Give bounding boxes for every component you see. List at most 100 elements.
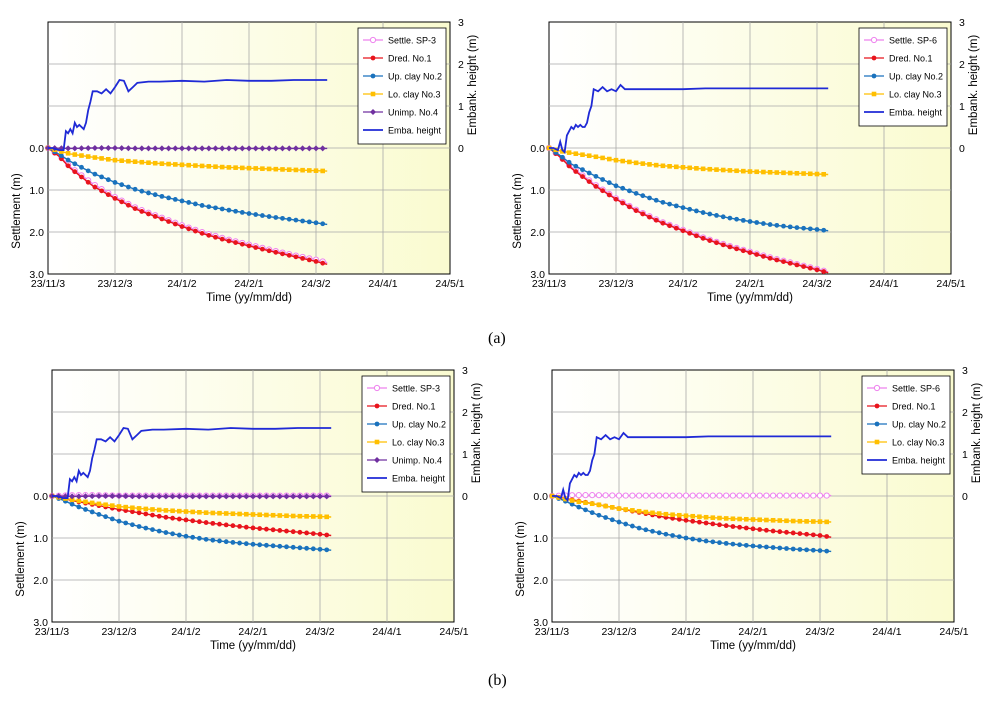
x-tick-label: 24/4/1 bbox=[372, 626, 401, 638]
point-loclay bbox=[119, 158, 124, 163]
point-loclay bbox=[213, 164, 218, 169]
point-upclay bbox=[79, 165, 84, 170]
legend-label-loclay: Lo. clay No.3 bbox=[892, 438, 945, 448]
y2-tick-label: 0 bbox=[959, 143, 965, 155]
point-upclay bbox=[748, 219, 753, 224]
point-upclay bbox=[687, 207, 692, 212]
x-tick-label: 24/4/1 bbox=[872, 626, 901, 638]
y2-tick-label: 1 bbox=[959, 101, 965, 113]
point-upclay bbox=[237, 541, 242, 546]
point-loclay bbox=[697, 514, 702, 519]
y-tick-label: 2.0 bbox=[33, 575, 48, 587]
point-upclay bbox=[804, 547, 809, 552]
point-settle bbox=[637, 493, 642, 498]
point-loclay bbox=[274, 167, 279, 172]
legend-label-loclay: Lo. clay No.3 bbox=[388, 90, 441, 100]
point-loclay bbox=[808, 171, 813, 176]
point-upclay bbox=[764, 545, 769, 550]
point-settle bbox=[717, 493, 722, 498]
point-upclay bbox=[610, 517, 615, 522]
point-dred bbox=[184, 518, 189, 523]
legend-label-unimp: Unimp. No.4 bbox=[388, 108, 438, 118]
point-loclay bbox=[644, 510, 649, 515]
point-upclay bbox=[640, 193, 645, 198]
y2-tick-label: 1 bbox=[458, 101, 464, 113]
point-loclay bbox=[694, 166, 699, 171]
point-loclay bbox=[771, 518, 776, 523]
x-tick-label: 24/5/1 bbox=[439, 626, 468, 638]
point-upclay bbox=[580, 167, 585, 172]
point-upclay bbox=[664, 532, 669, 537]
point-loclay bbox=[761, 170, 766, 175]
point-loclay bbox=[314, 168, 319, 173]
point-upclay bbox=[200, 203, 205, 208]
point-loclay bbox=[217, 511, 222, 516]
point-upclay bbox=[311, 546, 316, 551]
point-upclay bbox=[815, 227, 820, 232]
point-loclay bbox=[751, 517, 756, 522]
point-dred bbox=[647, 215, 652, 220]
point-dred bbox=[710, 521, 715, 526]
point-dred bbox=[620, 201, 625, 206]
legend-label-emba: Emba. height bbox=[388, 126, 442, 136]
x-tick-label: 24/3/2 bbox=[301, 278, 330, 290]
x-tick-label: 23/12/3 bbox=[598, 278, 633, 290]
point-dred bbox=[320, 261, 325, 266]
point-dred bbox=[304, 531, 309, 536]
point-loclay bbox=[684, 513, 689, 518]
point-dred bbox=[324, 533, 329, 538]
point-dred bbox=[318, 532, 323, 537]
point-loclay bbox=[93, 155, 98, 160]
point-loclay bbox=[278, 513, 283, 518]
point-loclay bbox=[804, 519, 809, 524]
x-tick-label: 24/5/1 bbox=[939, 626, 968, 638]
point-upclay bbox=[133, 187, 138, 192]
point-loclay bbox=[590, 501, 595, 506]
panel-label-b: (b) bbox=[488, 672, 507, 690]
point-loclay bbox=[677, 513, 682, 518]
point-settle bbox=[576, 493, 581, 498]
legend-marker-loclay bbox=[875, 440, 880, 445]
point-loclay bbox=[233, 165, 238, 170]
point-loclay bbox=[200, 164, 205, 169]
point-dred bbox=[818, 533, 823, 538]
point-loclay bbox=[583, 500, 588, 505]
point-upclay bbox=[291, 545, 296, 550]
point-upclay bbox=[710, 539, 715, 544]
point-loclay bbox=[714, 167, 719, 172]
point-loclay bbox=[811, 519, 816, 524]
point-settle bbox=[657, 493, 662, 498]
point-dred bbox=[307, 257, 312, 262]
point-dred bbox=[594, 184, 599, 189]
point-upclay bbox=[324, 547, 329, 552]
y2-tick-label: 1 bbox=[462, 449, 468, 461]
point-upclay bbox=[277, 544, 282, 549]
point-loclay bbox=[83, 500, 88, 505]
point-loclay bbox=[106, 157, 111, 162]
y2-tick-label: 1 bbox=[962, 449, 968, 461]
point-loclay bbox=[610, 505, 615, 510]
point-settle bbox=[596, 493, 601, 498]
point-dred bbox=[227, 239, 232, 244]
point-upclay bbox=[86, 168, 91, 173]
point-dred bbox=[781, 259, 786, 264]
point-dred bbox=[681, 228, 686, 233]
y-tick-label: 0.0 bbox=[29, 143, 44, 155]
panel-label-a: (a) bbox=[488, 330, 506, 348]
legend-label-settle: Settle. SP-3 bbox=[392, 384, 440, 394]
point-dred bbox=[821, 269, 826, 274]
point-settle bbox=[683, 493, 688, 498]
point-loclay bbox=[79, 153, 84, 158]
point-loclay bbox=[186, 163, 191, 168]
x-tick-label: 24/1/2 bbox=[671, 626, 700, 638]
point-dred bbox=[815, 267, 820, 272]
point-loclay bbox=[311, 514, 316, 519]
point-loclay bbox=[164, 508, 169, 513]
point-upclay bbox=[694, 209, 699, 214]
point-dred bbox=[66, 163, 71, 168]
point-loclay bbox=[607, 157, 612, 162]
point-settle bbox=[710, 493, 715, 498]
point-dred bbox=[728, 245, 733, 250]
point-dred bbox=[804, 532, 809, 537]
